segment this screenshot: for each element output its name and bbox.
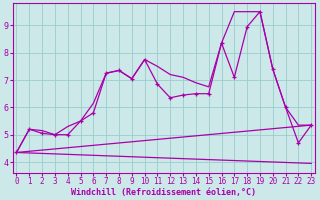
X-axis label: Windchill (Refroidissement éolien,°C): Windchill (Refroidissement éolien,°C) xyxy=(71,188,256,197)
